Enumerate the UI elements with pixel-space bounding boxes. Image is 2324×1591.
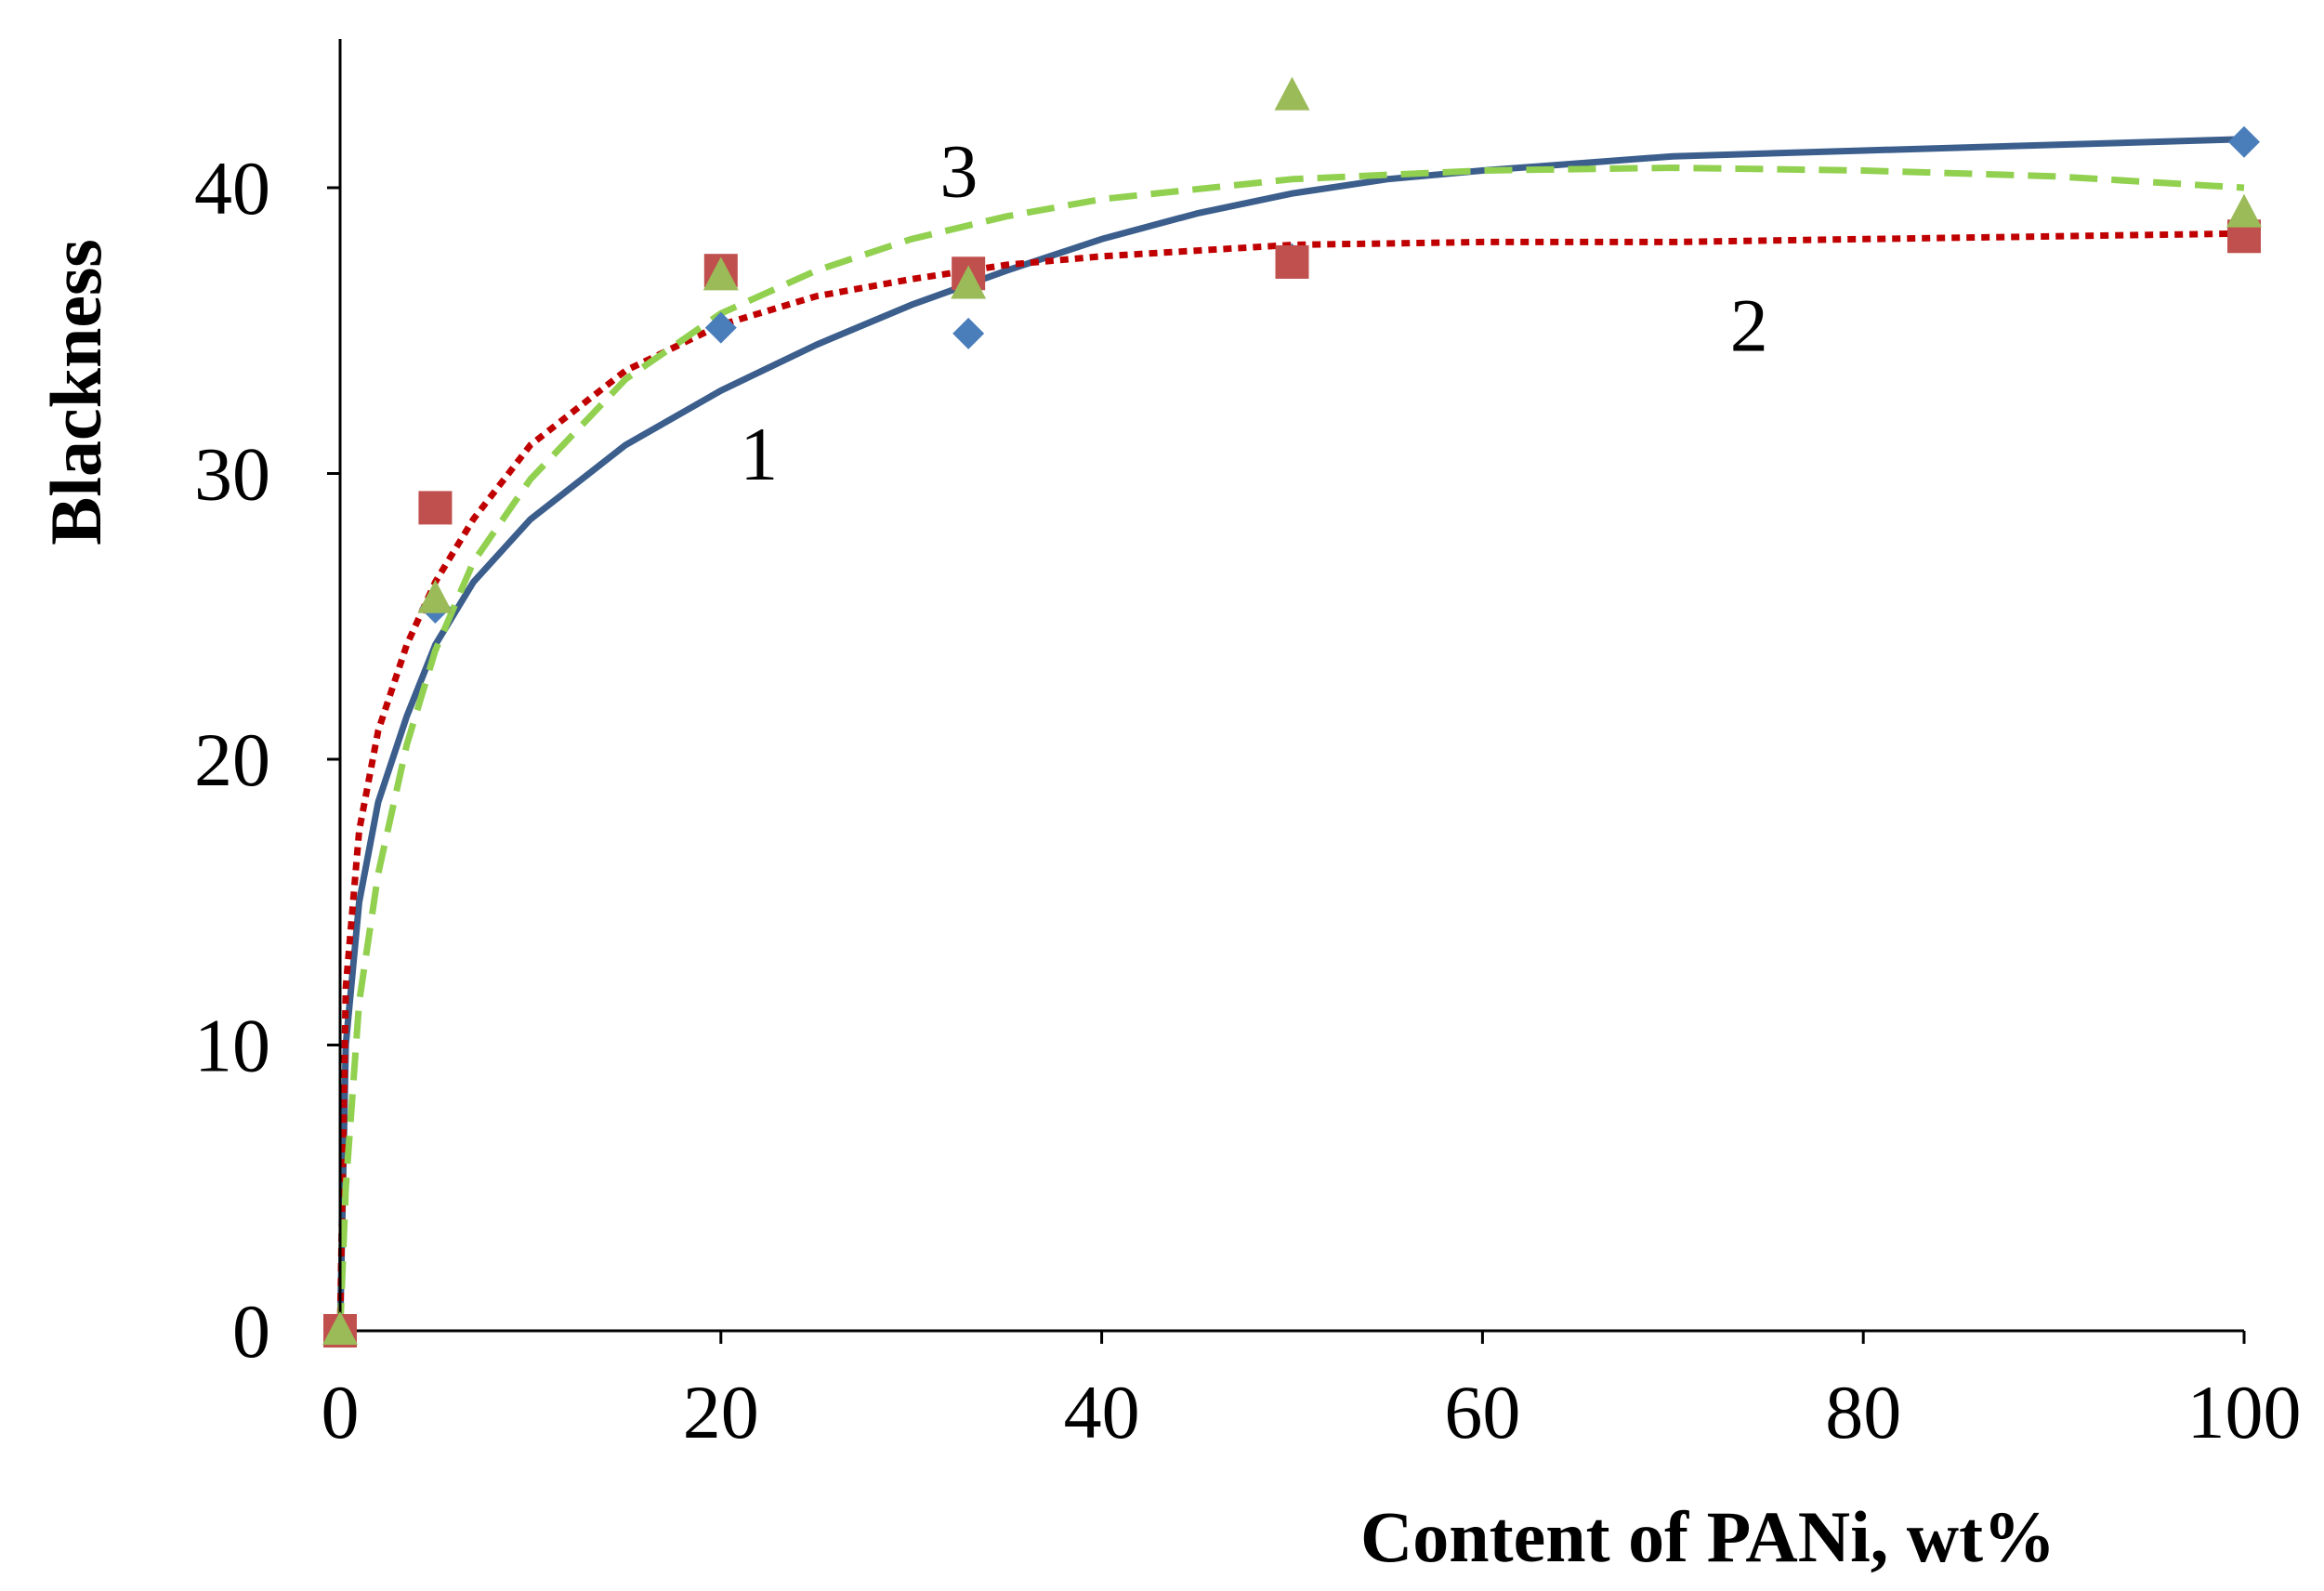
axes [338,39,2244,1333]
data-point-series-3 [322,1311,358,1345]
x-tick-label: 0 [322,1370,360,1454]
trend-line-series-3 [336,164,2245,1332]
ticks: 0 20 40 60 80 100 0 10 20 30 40 [194,146,2302,1454]
x-tick-label: 40 [1064,1370,1140,1454]
trend-line-series-2 [336,230,2245,1332]
data-point-series-1 [952,317,985,349]
data-point-series-1 [2228,125,2260,158]
x-tick-label: 100 [2187,1370,2302,1454]
y-tick-label: 0 [232,1289,270,1374]
data-point-series-2 [418,491,453,525]
data-point-series-3 [951,265,987,299]
y-tick-label: 20 [194,717,270,802]
data-point-series-3 [2226,193,2262,228]
data-point-series-1 [704,311,737,344]
curve-label-1: 1 [740,412,778,496]
curve-label-3: 3 [939,129,978,214]
data-point-series-3 [417,579,453,613]
y-tick-label: 30 [194,432,270,517]
curve-labels: 1 2 3 [740,129,1767,496]
x-tick-label: 20 [683,1370,759,1454]
trend-lines [336,136,2245,1332]
x-tick-label: 60 [1444,1370,1520,1454]
y-tick-label: 40 [194,146,270,230]
x-axis-title: Content of PANi, wt% [1360,1496,2055,1577]
trend-line-series-1 [336,136,2245,1332]
data-point-series-2 [1275,244,1309,279]
data-point-series-3 [1274,76,1310,111]
curve-label-2: 2 [1730,283,1768,368]
data-point-series-3 [702,256,739,291]
x-tick-label: 80 [1825,1370,1901,1454]
y-tick-label: 10 [194,1004,270,1088]
data-markers [322,76,2262,1348]
y-axis-title: Blackness [35,239,116,545]
